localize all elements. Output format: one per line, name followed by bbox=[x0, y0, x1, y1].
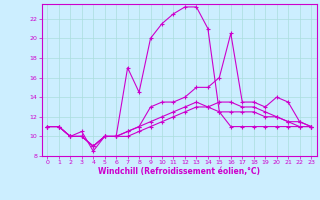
X-axis label: Windchill (Refroidissement éolien,°C): Windchill (Refroidissement éolien,°C) bbox=[98, 167, 260, 176]
